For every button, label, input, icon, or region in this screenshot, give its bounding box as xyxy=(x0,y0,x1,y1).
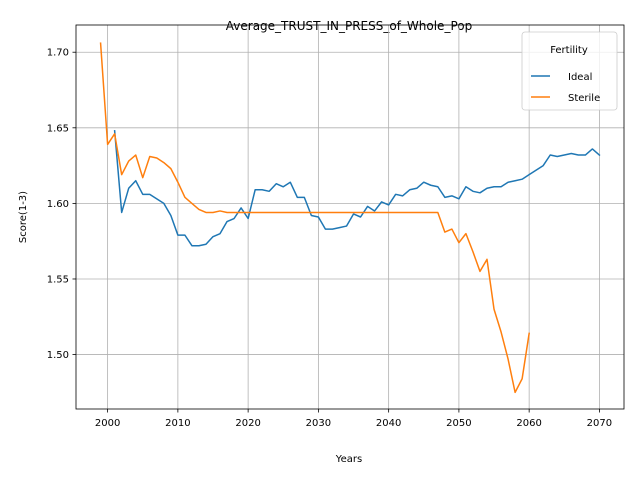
legend-label-sterile: Sterile xyxy=(568,93,600,104)
x-tick-label: 2010 xyxy=(165,418,190,429)
plot-series xyxy=(99,42,601,394)
x-tick-label: 2000 xyxy=(95,418,120,429)
y-axis-label: Score(1-3) xyxy=(18,191,29,243)
y-tick-label: 1.60 xyxy=(47,199,69,210)
x-tick-label: 2050 xyxy=(446,418,471,429)
x-tick-label: 2030 xyxy=(306,418,331,429)
axis-ticks: 2000 2010 2020 2030 2040 2050 2060 2070 1.50 1.55… xyxy=(47,48,612,429)
legend: Fertility Ideal Sterile xyxy=(521,31,618,111)
x-tick-label: 2040 xyxy=(376,418,401,429)
y-tick-label: 1.55 xyxy=(47,274,69,285)
x-axis-label: Years xyxy=(335,454,362,465)
legend-box xyxy=(521,31,618,111)
series-line-ideal xyxy=(113,130,601,247)
series-line-sterile xyxy=(99,42,531,394)
legend-label-ideal: Ideal xyxy=(568,72,592,83)
x-tick-label: 2020 xyxy=(235,418,260,429)
chart-title: Average_TRUST_IN_PRESS_of_Whole_Pop xyxy=(226,19,472,33)
legend-title: Fertility xyxy=(550,45,588,56)
y-tick-label: 1.65 xyxy=(47,123,69,134)
x-tick-label: 2070 xyxy=(587,418,612,429)
y-tick-label: 1.50 xyxy=(47,350,69,361)
x-tick-label: 2060 xyxy=(516,418,541,429)
y-tick-label: 1.70 xyxy=(47,48,69,59)
plot-frame xyxy=(75,24,625,410)
